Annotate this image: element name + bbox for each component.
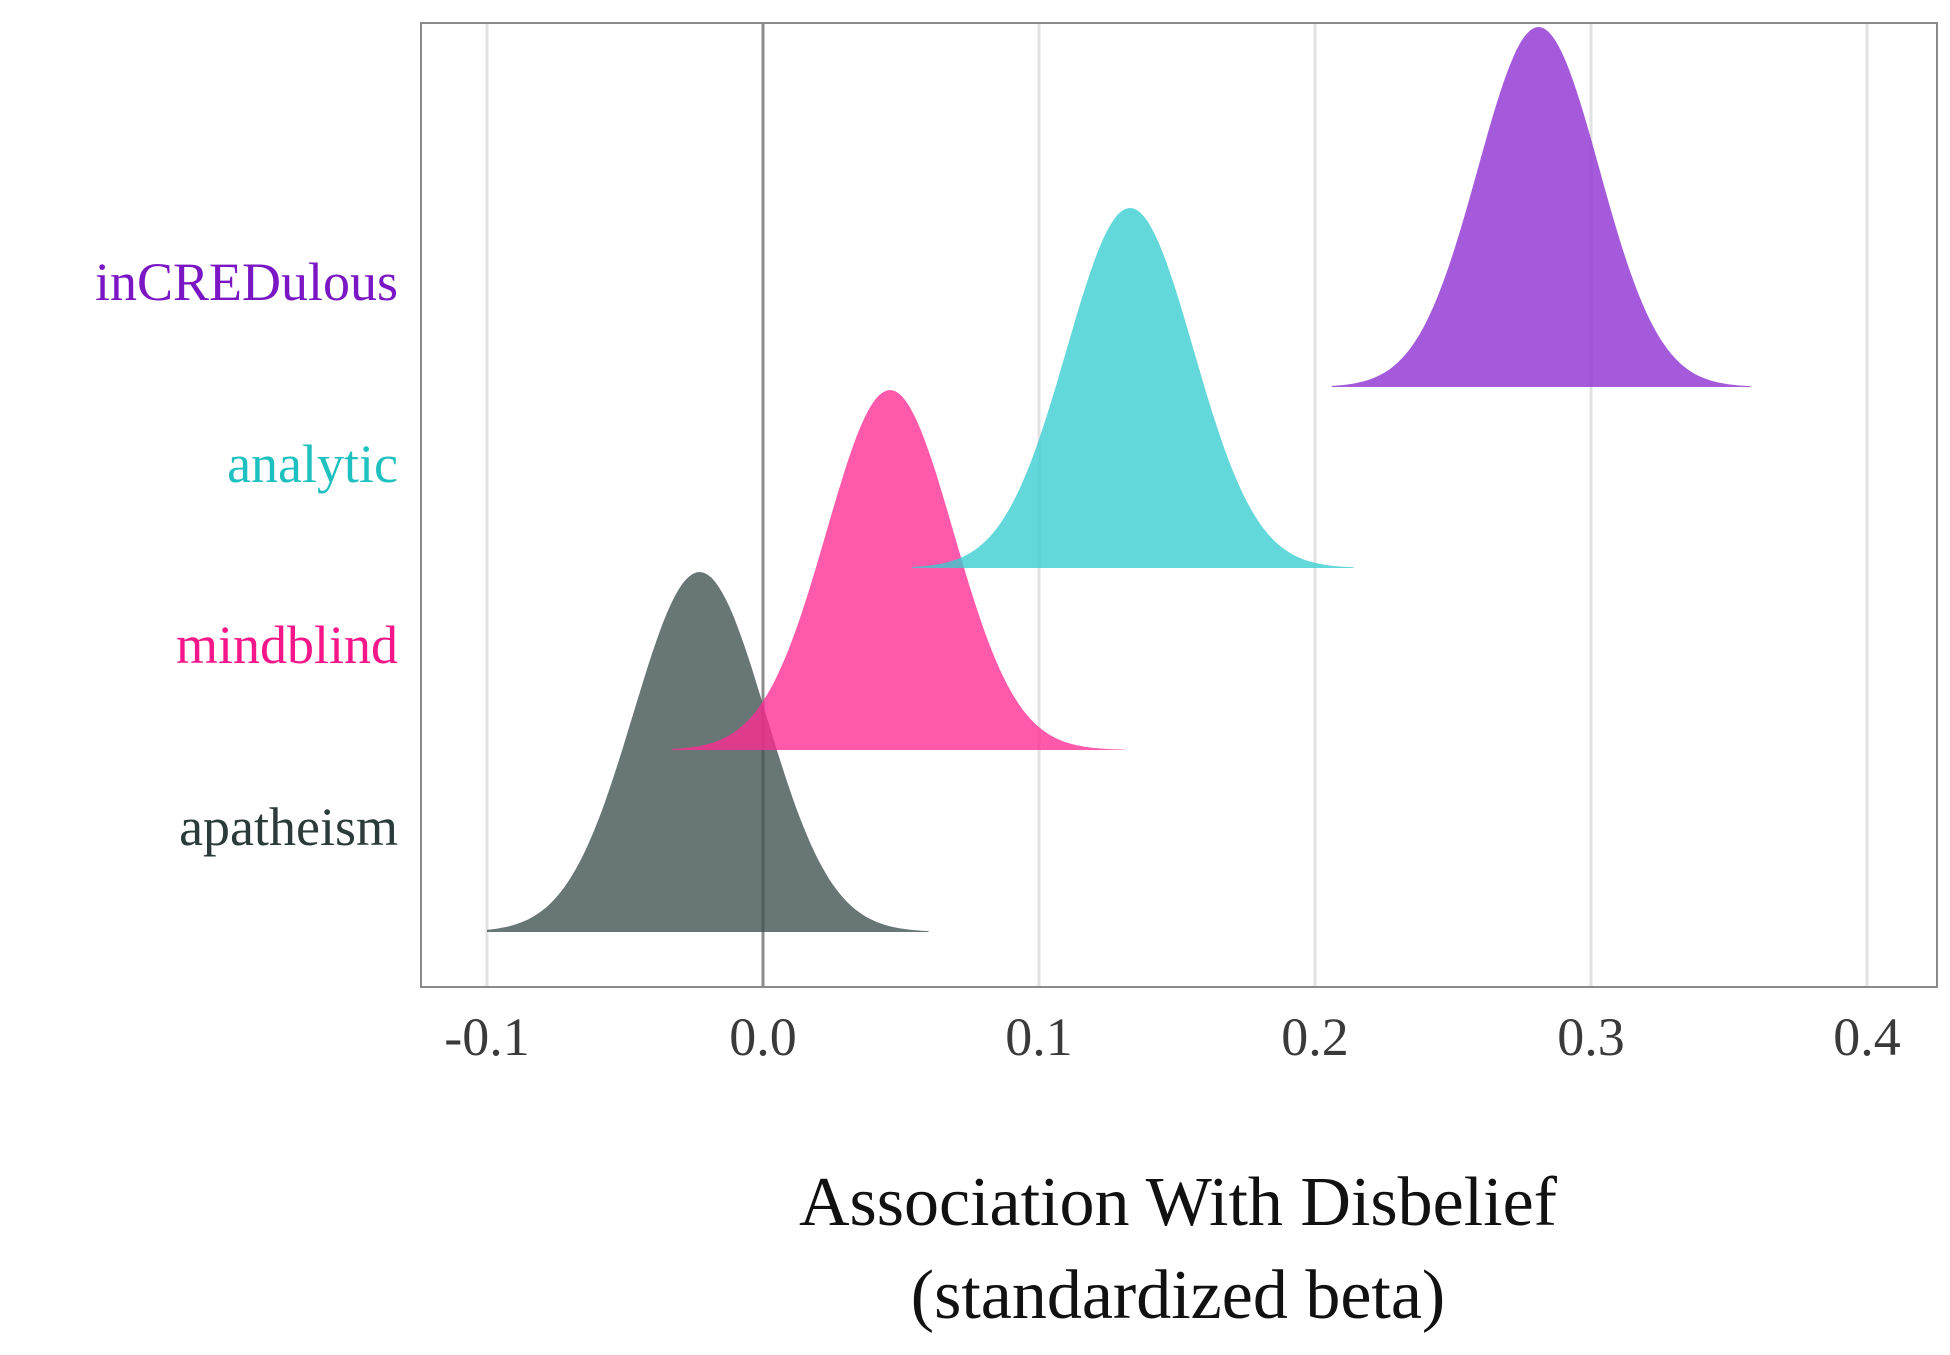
density-ridge-apatheism <box>487 572 929 932</box>
density-ridge-mindblind <box>671 390 1125 750</box>
x-tick-labels: -0.1 0.0 0.1 0.2 0.3 0.4 <box>444 1007 1900 1067</box>
x-axis-title-line1: Association With Disbelief <box>799 1164 1558 1241</box>
density-ridge-analytic <box>912 208 1354 568</box>
category-label-inCREDulous: inCREDulous <box>95 252 398 312</box>
x-tick-label-0: -0.1 <box>444 1007 529 1067</box>
x-tick-label-3: 0.2 <box>1281 1007 1349 1067</box>
density-ridges <box>487 27 1752 932</box>
x-tick-label-5: 0.4 <box>1833 1007 1901 1067</box>
x-tick-label-1: 0.0 <box>729 1007 797 1067</box>
category-label-apatheism: apatheism <box>179 797 398 857</box>
category-labels: inCREDulous analytic mindblind apatheism <box>95 252 398 857</box>
category-label-analytic: analytic <box>227 434 398 494</box>
x-tick-label-2: 0.1 <box>1005 1007 1073 1067</box>
category-label-mindblind: mindblind <box>176 615 398 675</box>
plot-panel-border <box>420 22 1938 988</box>
density-ridge-inCREDulous <box>1331 27 1752 387</box>
x-tick-label-4: 0.3 <box>1557 1007 1625 1067</box>
x-axis-title-line2: (standardized beta) <box>911 1257 1445 1334</box>
